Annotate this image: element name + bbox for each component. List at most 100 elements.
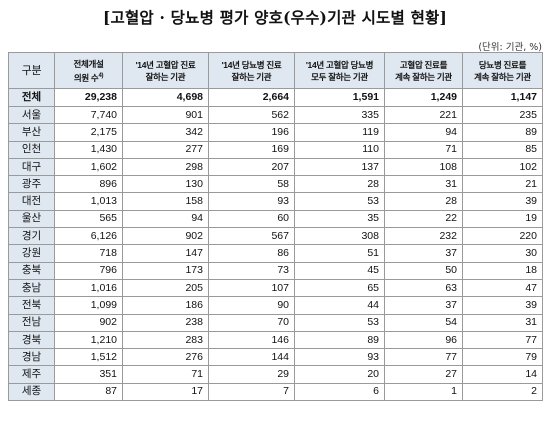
hypertension-continued-cell: 31 [384,175,463,194]
diabetes-continued-cell: 30 [462,244,543,263]
hypertension-cell: 71 [122,365,209,384]
diabetes-cell: 93 [208,192,295,211]
hypertension-cell: 130 [122,175,209,194]
hypertension-continued-cell: 50 [384,261,463,280]
table-header-row: 구분 전체개설 의원 수4) '14년 고혈압 진료 잘하는 기관 '14년 당뇨병… [8,52,543,89]
hypertension-cell: 283 [122,330,209,350]
region-cell: 전남 [8,313,55,332]
diabetes-continued-cell: 77 [462,330,543,350]
diabetes-continued-cell: 47 [462,278,543,298]
table-row: 부산 2,175 342 196 119 94 89 [8,123,543,142]
region-cell: 광주 [8,175,55,194]
both-cell: 137 [294,157,385,177]
diabetes-cell: 86 [208,244,295,263]
table-row: 세종 87 17 7 6 1 2 [8,382,543,402]
diabetes-cell: 73 [208,261,295,280]
hypertension-continued-cell: 27 [384,365,463,384]
both-cell: 65 [294,278,385,298]
diabetes-continued-cell: 235 [462,105,543,125]
unit-note: (단위: 기관, %) [478,42,542,53]
table-row: 전남 902 238 70 53 54 31 [8,313,543,332]
hypertension-continued-cell: 22 [384,209,463,229]
hypertension-continued-cell: 221 [384,105,463,125]
diabetes-continued-cell: 85 [462,140,543,159]
diabetes-continued-cell: 39 [462,296,543,315]
table-row: 인천 1,430 277 169 110 71 85 [8,140,543,159]
region-cell: 경북 [8,330,55,350]
hypertension-continued-cell: 54 [384,313,463,332]
hypertension-cell: 158 [122,192,209,211]
hypertension-cell: 902 [122,227,209,246]
total-clinics-cell: 2,175 [54,123,123,142]
total-clinics-cell: 565 [54,209,123,229]
header-gubun: 구분 [8,52,55,89]
table-row: 전북 1,099 186 90 44 37 39 [8,296,543,315]
hypertension-cell: 238 [122,313,209,332]
region-cell: 서울 [8,105,55,125]
total-clinics-cell: 796 [54,261,123,280]
diabetes-cell: 107 [208,278,295,298]
diabetes-cell: 144 [208,348,295,367]
region-cell: 경기 [8,227,55,246]
region-cell: 대구 [8,157,55,177]
hypertension-cell: 4,698 [122,88,209,107]
both-cell: 6 [294,382,385,402]
status-table: 구분 전체개설 의원 수4) '14년 고혈압 진료 잘하는 기관 '14년 당뇨병… [8,52,543,402]
hypertension-cell: 277 [122,140,209,159]
hypertension-cell: 901 [122,105,209,125]
header-hypertension-continued: 고혈압 진료를 계속 잘하는 기관 [384,52,463,89]
table-row: 강원 718 147 86 51 37 30 [8,244,543,263]
diabetes-cell: 562 [208,105,295,125]
header-total-clinics: 전체개설 의원 수4) [54,52,123,89]
region-cell: 대전 [8,192,55,211]
hypertension-continued-cell: 28 [384,192,463,211]
total-clinics-cell: 902 [54,313,123,332]
diabetes-cell: 207 [208,157,295,177]
both-cell: 1,591 [294,88,385,107]
table-row: 서울 7,740 901 562 335 221 235 [8,105,543,125]
total-clinics-cell: 718 [54,244,123,263]
both-cell: 119 [294,123,385,142]
region-cell: 경남 [8,348,55,367]
region-cell: 전체 [8,88,55,107]
both-cell: 51 [294,244,385,263]
total-clinics-cell: 87 [54,382,123,402]
table-row: 충북 796 173 73 45 50 18 [8,261,543,280]
diabetes-continued-cell: 2 [462,382,543,402]
region-cell: 충북 [8,261,55,280]
diabetes-cell: 70 [208,313,295,332]
both-cell: 53 [294,313,385,332]
total-clinics-cell: 1,512 [54,348,123,367]
diabetes-cell: 60 [208,209,295,229]
diabetes-cell: 2,664 [208,88,295,107]
diabetes-continued-cell: 18 [462,261,543,280]
both-cell: 89 [294,330,385,350]
diabetes-continued-cell: 220 [462,227,543,246]
table-total-row: 전체 29,238 4,698 2,664 1,591 1,249 1,147 [8,88,543,107]
hypertension-continued-cell: 232 [384,227,463,246]
diabetes-cell: 146 [208,330,295,350]
hypertension-cell: 173 [122,261,209,280]
diabetes-cell: 58 [208,175,295,194]
hypertension-cell: 94 [122,209,209,229]
hypertension-continued-cell: 1,249 [384,88,463,107]
total-clinics-cell: 1,016 [54,278,123,298]
both-cell: 335 [294,105,385,125]
total-clinics-cell: 896 [54,175,123,194]
hypertension-cell: 186 [122,296,209,315]
hypertension-cell: 17 [122,382,209,402]
region-cell: 충남 [8,278,55,298]
diabetes-cell: 29 [208,365,295,384]
region-cell: 제주 [8,365,55,384]
diabetes-continued-cell: 39 [462,192,543,211]
hypertension-continued-cell: 94 [384,123,463,142]
document-title: [고혈압 · 당뇨병 평가 양호(우수)기관 시도별 현황] [102,8,448,27]
hypertension-cell: 205 [122,278,209,298]
region-cell: 강원 [8,244,55,263]
hypertension-cell: 147 [122,244,209,263]
table-body: 전체 29,238 4,698 2,664 1,591 1,249 1,147 서울 7,740… [8,88,543,402]
hypertension-continued-cell: 1 [384,382,463,402]
header-both: '14년 고혈압 당뇨병 모두 잘하는 기관 [294,52,385,89]
diabetes-continued-cell: 19 [462,209,543,229]
